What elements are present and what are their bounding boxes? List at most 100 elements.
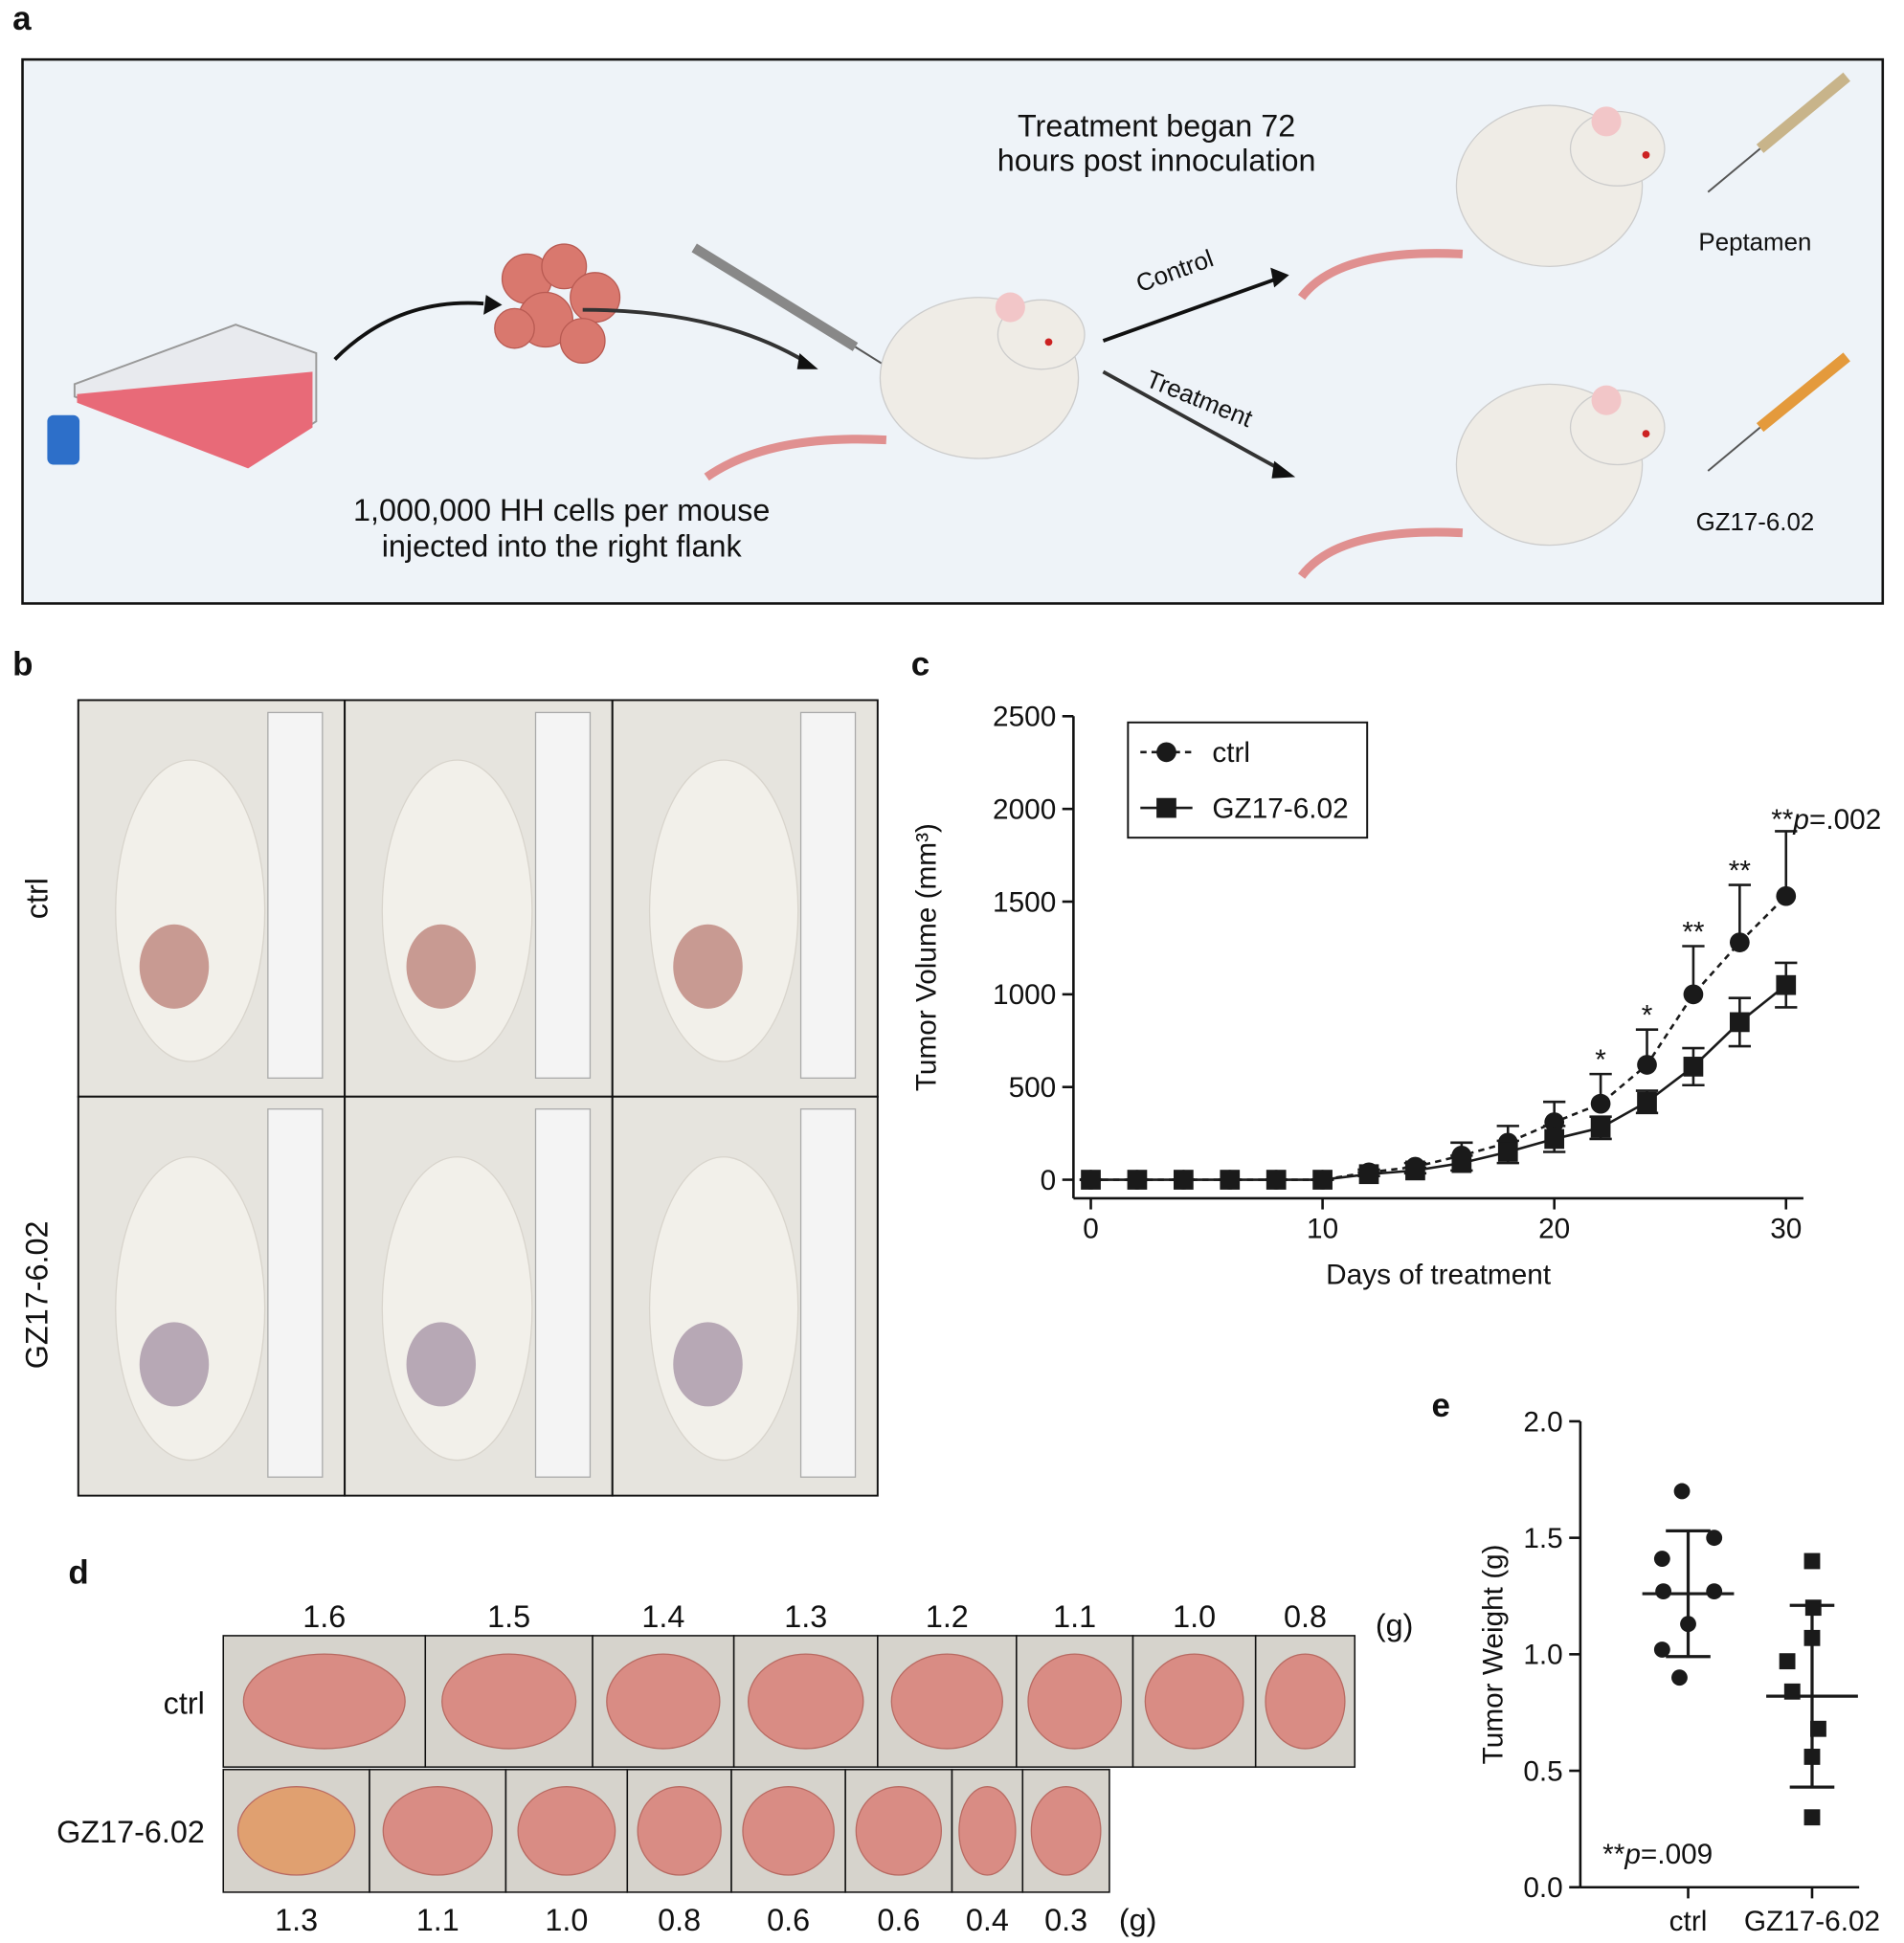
data-point (1803, 1809, 1821, 1826)
tumor (517, 1786, 616, 1876)
data-point (1081, 1170, 1101, 1190)
data-point (1706, 1583, 1723, 1600)
data-point (1312, 1170, 1333, 1190)
weight-label: 1.0 (1173, 1599, 1216, 1634)
y-tick-label: 0.5 (1523, 1755, 1562, 1787)
data-point (1127, 1170, 1148, 1190)
tumor (1027, 1653, 1122, 1750)
y-tick-label: 1.5 (1523, 1523, 1562, 1554)
data-point (1544, 1128, 1565, 1150)
mouse (1297, 104, 1666, 301)
y-tick-label: 1.0 (1523, 1640, 1562, 1671)
data-point (1544, 1112, 1565, 1132)
significance: * (1595, 1044, 1606, 1076)
data-point (1683, 1057, 1704, 1077)
panel-label: c (911, 646, 930, 683)
panel-label: b (12, 646, 33, 683)
weight-label: 1.0 (545, 1903, 588, 1937)
tumor-photo (139, 924, 210, 1009)
p-value: **p=.002 (1771, 804, 1881, 836)
data-point (1729, 1012, 1750, 1033)
mouse-photo (648, 759, 799, 1062)
x-tick-label: 30 (1770, 1213, 1802, 1244)
tumor-photo (673, 1322, 743, 1407)
p-value-part: p (1624, 1839, 1641, 1870)
ruler (267, 1108, 324, 1478)
data-point (1671, 1669, 1688, 1686)
tumor (441, 1653, 577, 1750)
mouse (1297, 383, 1666, 579)
data-point (1779, 1653, 1796, 1670)
arrowhead (483, 295, 503, 315)
data-point (1653, 1642, 1670, 1658)
y-tick-label: 0.0 (1523, 1872, 1562, 1904)
tumor (742, 1786, 835, 1876)
significance: ** (1682, 916, 1705, 948)
series-line (1090, 984, 1787, 1181)
tumor-photo (406, 1322, 477, 1407)
weight-label: 0.8 (658, 1903, 701, 1937)
tumor (1265, 1653, 1346, 1750)
legend-label: GZ17-6.02 (1212, 793, 1348, 824)
data-point (1683, 984, 1704, 1005)
data-point (1156, 742, 1176, 763)
diagram-note: 1,000,000 HH cells per mouse (353, 493, 770, 527)
weight-label: 0.6 (877, 1903, 920, 1937)
tumor-photo (139, 1322, 210, 1407)
panel-label: e (1432, 1387, 1450, 1424)
y-tick-label: 2000 (993, 794, 1056, 826)
tumor-photo (406, 924, 477, 1009)
unit-label: (g) (1119, 1903, 1157, 1937)
tumor (236, 1786, 356, 1876)
ruler (799, 1108, 857, 1478)
photo-grid (77, 699, 879, 1497)
arrowhead (1270, 267, 1289, 288)
data-point (1637, 1091, 1657, 1112)
ruler (799, 711, 857, 1079)
y-tick-label: 2.0 (1523, 1406, 1562, 1438)
p-value-part: =.002 (1809, 804, 1881, 836)
weight-label: 1.3 (784, 1599, 827, 1634)
arrow (582, 307, 807, 364)
arrowhead (1271, 460, 1296, 479)
weight-label: 1.6 (302, 1599, 346, 1634)
panel-label: d (68, 1554, 88, 1592)
significance: ** (1729, 855, 1752, 886)
weight-label: 1.4 (641, 1599, 684, 1634)
y-tick-label: 1000 (993, 979, 1056, 1011)
weight-label: 0.8 (1284, 1599, 1327, 1634)
data-point (1673, 1483, 1691, 1500)
y-tick-label: 2500 (993, 702, 1056, 733)
syringe (1707, 72, 1850, 193)
weight-label: 1.2 (926, 1599, 969, 1634)
legend-label: ctrl (1212, 737, 1250, 769)
ruler (534, 1108, 592, 1478)
weight-label: 0.3 (1044, 1903, 1087, 1937)
flask (47, 324, 318, 469)
data-point (1156, 797, 1176, 818)
tumor-volume-chart: 0 500 1000 1500 2000 2500 0 10 20 30 Days of treat… (911, 702, 1882, 1291)
x-tick-label: GZ17-6.02 (1744, 1906, 1880, 1937)
p-value-part: p (1792, 804, 1809, 836)
arrow (1102, 277, 1278, 343)
syringe (1707, 352, 1850, 472)
arrow (333, 301, 484, 361)
arrow (1102, 369, 1285, 473)
p-value: **p=.009 (1602, 1839, 1713, 1870)
data-point (1653, 1551, 1670, 1567)
tumor-photo (673, 924, 743, 1009)
tumor-weight-chart: 0.0 0.5 1.0 1.5 2.0 Tumor Weight (g) ctrl GZ17-… (1477, 1406, 1880, 1937)
unit-label: (g) (1376, 1608, 1414, 1642)
tumor (958, 1786, 1017, 1876)
diagram-note: injected into the right flank (382, 528, 743, 563)
tumor (748, 1653, 864, 1750)
weight-label: 1.3 (275, 1903, 318, 1937)
row-label: ctrl (19, 878, 54, 919)
p-value-part: =.009 (1641, 1839, 1713, 1870)
data-point (1776, 974, 1797, 995)
x-tick-label: ctrl (1669, 1906, 1708, 1937)
row-label: ctrl (164, 1686, 205, 1720)
weight-label: 0.4 (966, 1903, 1009, 1937)
y-axis-label: Tumor Volume (mm³) (911, 823, 943, 1091)
